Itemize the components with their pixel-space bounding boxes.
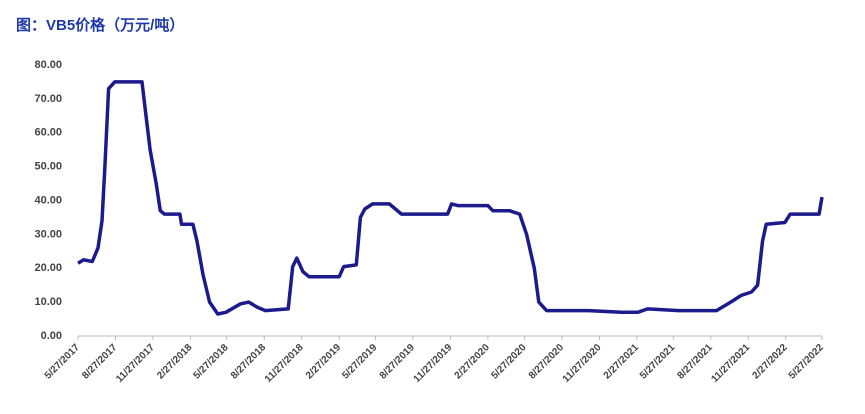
x-tick-label: 2/27/2022 <box>750 342 790 382</box>
y-tick-label: 60.00 <box>34 127 62 139</box>
x-tick-label: 11/27/2019 <box>412 342 455 385</box>
y-tick-label: 0.00 <box>41 330 62 342</box>
x-tick-label: 8/27/2021 <box>676 342 716 382</box>
x-tick-label: 8/27/2017 <box>80 342 120 382</box>
data-line <box>77 80 824 316</box>
x-tick-label: 5/27/2021 <box>638 342 678 382</box>
x-tick-label: 11/27/2018 <box>263 342 306 385</box>
x-tick-label: 2/27/2018 <box>155 342 195 382</box>
y-tick-label: 10.00 <box>34 296 62 308</box>
y-tick-label: 30.00 <box>34 228 62 240</box>
chart-title: 图：VB5价格（万元/吨） <box>16 16 184 34</box>
x-tick-label: 11/27/2021 <box>709 342 752 385</box>
x-tick-label: 5/27/2022 <box>787 342 827 382</box>
x-tick-label: 11/27/2017 <box>114 342 157 385</box>
y-tick-label: 50.00 <box>34 161 62 173</box>
x-tick-label: 5/27/2020 <box>489 342 529 382</box>
x-tick-label: 2/27/2019 <box>304 342 344 382</box>
y-tick-label: 40.00 <box>34 194 62 206</box>
x-tick-label: 2/27/2021 <box>602 342 642 382</box>
x-tick-label: 2/27/2020 <box>453 342 493 382</box>
x-tick-label: 8/27/2018 <box>229 342 269 382</box>
x-tick-label: 5/27/2017 <box>43 342 83 382</box>
x-tick-label: 8/27/2019 <box>378 342 418 382</box>
x-tick-label: 5/27/2018 <box>191 342 231 382</box>
x-tick-label: 5/27/2019 <box>340 342 380 382</box>
x-tick-label: 11/27/2020 <box>561 342 604 385</box>
x-tick-label: 8/27/2020 <box>527 342 567 382</box>
y-tick-label: 70.00 <box>34 93 62 105</box>
y-tick-label: 20.00 <box>34 262 62 274</box>
y-tick-label: 80.00 <box>34 59 62 71</box>
